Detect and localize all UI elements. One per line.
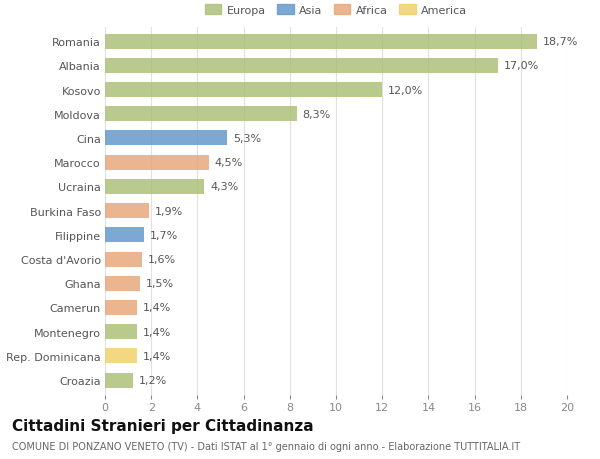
- Text: 8,3%: 8,3%: [302, 110, 331, 119]
- Bar: [105, 348, 137, 364]
- Bar: [105, 155, 209, 170]
- Bar: [105, 107, 297, 122]
- Text: Cittadini Stranieri per Cittadinanza: Cittadini Stranieri per Cittadinanza: [12, 418, 314, 433]
- Text: 1,4%: 1,4%: [143, 327, 172, 337]
- Text: 1,4%: 1,4%: [143, 303, 172, 313]
- Text: 17,0%: 17,0%: [503, 61, 539, 71]
- Text: 18,7%: 18,7%: [543, 37, 578, 47]
- Text: 4,3%: 4,3%: [210, 182, 238, 192]
- Bar: [105, 83, 382, 98]
- Legend: Europa, Asia, Africa, America: Europa, Asia, Africa, America: [202, 3, 470, 18]
- Text: 1,4%: 1,4%: [143, 351, 172, 361]
- Bar: [105, 373, 133, 388]
- Text: 1,6%: 1,6%: [148, 254, 176, 264]
- Bar: [105, 276, 140, 291]
- Bar: [105, 131, 227, 146]
- Bar: [105, 34, 537, 50]
- Text: 1,7%: 1,7%: [150, 230, 178, 241]
- Text: 1,2%: 1,2%: [139, 375, 167, 385]
- Bar: [105, 204, 149, 218]
- Bar: [105, 59, 498, 74]
- Bar: [105, 228, 144, 243]
- Bar: [105, 325, 137, 339]
- Text: 1,9%: 1,9%: [155, 206, 183, 216]
- Bar: [105, 300, 137, 315]
- Text: 12,0%: 12,0%: [388, 85, 423, 95]
- Bar: [105, 179, 205, 195]
- Text: 4,5%: 4,5%: [215, 158, 243, 168]
- Text: 1,5%: 1,5%: [145, 279, 173, 289]
- Bar: [105, 252, 142, 267]
- Text: 5,3%: 5,3%: [233, 134, 262, 144]
- Text: COMUNE DI PONZANO VENETO (TV) - Dati ISTAT al 1° gennaio di ogni anno - Elaboraz: COMUNE DI PONZANO VENETO (TV) - Dati IST…: [12, 441, 520, 451]
